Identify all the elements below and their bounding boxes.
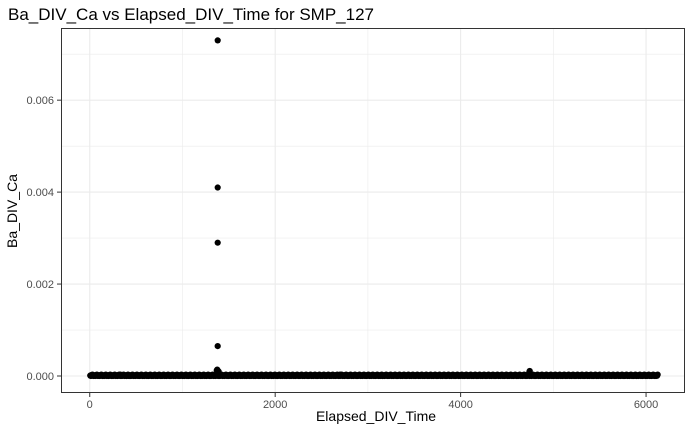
data-point <box>387 371 395 379</box>
y-tick-label: 0.002 <box>26 279 54 291</box>
data-point <box>615 372 622 379</box>
data-point <box>214 343 221 350</box>
data-point <box>527 370 534 377</box>
data-point <box>117 371 124 378</box>
data-point <box>214 37 221 44</box>
chart-title: Ba_DIV_Ca vs Elapsed_DIV_Time for SMP_12… <box>8 5 374 24</box>
x-tick-label: 0 <box>87 399 93 411</box>
x-tick-label: 2000 <box>263 399 287 411</box>
data-point <box>214 239 221 246</box>
data-point <box>584 371 591 379</box>
data-point <box>214 366 221 373</box>
x-axis-title: Elapsed_DIV_Time <box>316 408 436 424</box>
x-tick-label: 4000 <box>448 399 472 411</box>
y-tick-label: 0.004 <box>26 187 54 199</box>
data-point <box>156 371 163 379</box>
panel-background <box>61 28 685 393</box>
plot-panel <box>61 28 685 393</box>
data-points <box>87 37 661 380</box>
data-point <box>336 371 344 378</box>
minor-gridlines <box>61 28 685 393</box>
data-point <box>654 371 661 378</box>
x-axis: 0 2000 4000 6000 <box>87 393 658 411</box>
y-axis: 0.000 0.002 0.004 0.006 <box>26 95 61 383</box>
panel-border <box>61 28 685 393</box>
y-tick-label: 0.006 <box>26 95 54 107</box>
y-tick-label: 0.000 <box>26 371 54 383</box>
y-axis-title: Ba_DIV_Ca <box>4 174 20 248</box>
x-tick-label: 6000 <box>634 399 658 411</box>
data-point <box>646 372 653 379</box>
data-point <box>214 184 221 191</box>
